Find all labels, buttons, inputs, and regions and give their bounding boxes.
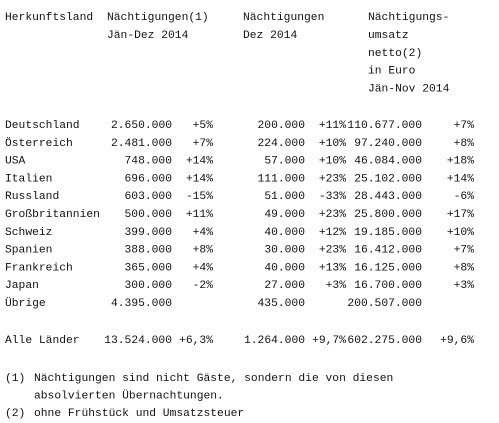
table-cell: Spanien (5, 245, 52, 257)
table-cell: +10% (319, 138, 346, 150)
table-cell: 110.677.000 (347, 120, 422, 132)
table-cell: -2% (193, 280, 214, 292)
header-cell: umsatz (368, 30, 409, 42)
table-cell: +10% (447, 227, 474, 239)
table-cell: +3% (454, 280, 475, 292)
table-cell: +23% (319, 173, 346, 185)
total-cell: +9,6% (440, 335, 474, 347)
table-cell: 696.000 (125, 173, 173, 185)
table-cell: 27.000 (264, 280, 305, 292)
table-cell: 4.395.000 (111, 298, 172, 310)
total-cell: Alle Länder (5, 335, 80, 347)
table-cell: +14% (186, 173, 213, 185)
total-cell: +6,3% (179, 335, 213, 347)
table-cell: 388.000 (125, 245, 173, 257)
table-cell: 25.800.000 (354, 209, 422, 221)
table-cell: 57.000 (264, 156, 305, 168)
table-cell: +4% (193, 227, 214, 239)
table-cell: Österreich (5, 137, 73, 150)
table-cell: 19.185.000 (354, 227, 422, 239)
footnote-text: Nächtigungen sind nicht Gäste, sondern d… (34, 373, 393, 385)
table-cell: -15% (186, 191, 213, 203)
table-cell: 111.000 (258, 173, 306, 185)
table-cell: Frankreich (5, 262, 73, 274)
table-cell: 300.000 (125, 280, 173, 292)
table-cell: -33% (319, 191, 346, 203)
table-cell: USA (5, 156, 26, 168)
table-cell: +13% (319, 262, 346, 274)
table-cell: 435.000 (258, 298, 306, 310)
header-cell: Jän-Nov 2014 (368, 84, 450, 96)
table-cell: 2.650.000 (111, 120, 172, 132)
table-cell: 16.125.000 (354, 262, 422, 274)
table-cell: 399.000 (125, 227, 173, 239)
footnote-marker: (1) (5, 373, 25, 385)
footnote-text: ohne Frühstück und Umsatzsteuer (34, 408, 244, 420)
table-cell: +8% (193, 245, 214, 257)
table-cell: 40.000 (264, 262, 305, 274)
table-cell: 30.000 (264, 245, 305, 257)
table-cell: 49.000 (264, 209, 305, 221)
total-cell: 602.275.000 (347, 335, 422, 347)
table-cell: 224.000 (258, 138, 306, 150)
header-cell: Herkunftsland (5, 12, 93, 24)
table-cell: +11% (186, 209, 213, 221)
table-cell: +18% (447, 156, 474, 168)
table-cell: 748.000 (125, 156, 173, 168)
table-cell: 2.481.000 (111, 138, 172, 150)
header-cell: Nächtigungen(1) (107, 12, 209, 24)
total-cell: 13.524.000 (104, 335, 172, 347)
table-cell: +4% (193, 262, 214, 274)
table-cell: Russland (5, 191, 59, 203)
table-cell: +17% (447, 209, 474, 221)
table-cell: 97.240.000 (354, 138, 422, 150)
table-cell: Übrige (5, 297, 46, 310)
table-cell: Schweiz (5, 227, 52, 239)
header-cell: Nächtigungs- (368, 12, 449, 24)
table-cell: Großbritannien (5, 209, 100, 221)
table-cell: +23% (319, 245, 346, 257)
table-cell: 46.084.000 (354, 156, 422, 168)
table-cell: -6% (454, 191, 475, 203)
header-cell: Jän-Dez 2014 (107, 30, 189, 42)
table-cell: Italien (5, 173, 52, 185)
table-cell: +8% (454, 138, 475, 150)
table-cell: +7% (454, 245, 475, 257)
table-cell: 603.000 (125, 191, 173, 203)
table-cell: +14% (186, 156, 213, 168)
table-cell: 16.700.000 (354, 280, 422, 292)
table-cell: 28.443.000 (354, 191, 422, 203)
table-cell: +11% (319, 120, 346, 132)
header-cell: in Euro (368, 66, 416, 78)
total-cell: +9,7% (312, 335, 346, 347)
table-cell: Japan (5, 280, 39, 292)
table-cell: 200.507.000 (347, 298, 422, 310)
table-cell: 51.000 (264, 191, 305, 203)
table-cell: Deutschland (5, 120, 80, 132)
table-cell: 365.000 (125, 262, 173, 274)
table-cell: 25.102.000 (354, 173, 422, 185)
table-cell: +12% (319, 227, 346, 239)
footnote-marker: (2) (5, 408, 25, 420)
table-cell: +3% (326, 280, 347, 292)
table-cell: +8% (454, 262, 475, 274)
table-cell: +10% (319, 156, 346, 168)
total-cell: 1.264.000 (244, 335, 305, 347)
table-cell: +7% (454, 120, 475, 132)
table-cell: +5% (193, 120, 214, 132)
header-cell: Dez 2014 (243, 30, 297, 42)
table-cell: +23% (319, 209, 346, 221)
table-cell: 200.000 (258, 120, 306, 132)
header-cell: netto(2) (368, 48, 422, 60)
header-cell: Nächtigungen (243, 12, 324, 24)
table-cell: 16.412.000 (354, 245, 422, 257)
table-cell: +7% (193, 138, 214, 150)
table-cell: 500.000 (125, 209, 173, 221)
footnote-text: absolvierten Übernachtungen. (34, 390, 224, 403)
table-cell: +14% (447, 173, 474, 185)
table-cell: 40.000 (264, 227, 305, 239)
